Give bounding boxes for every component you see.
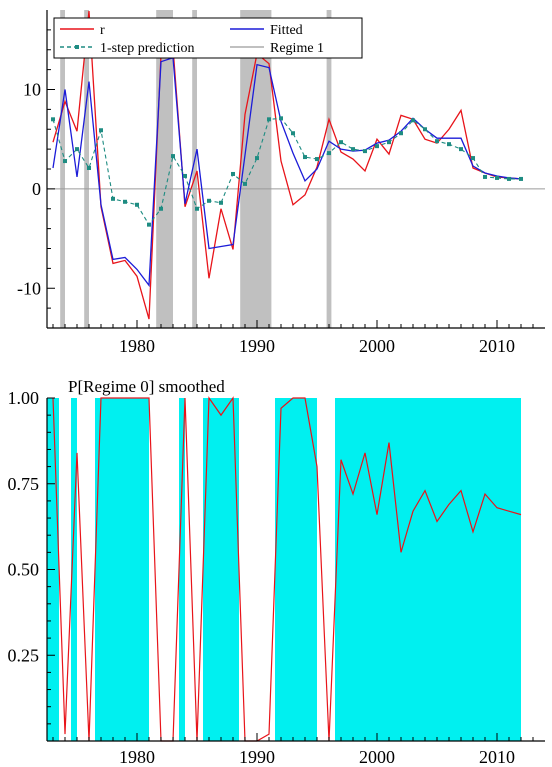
chart-title: P[Regime 0] smoothed [68,377,225,396]
prediction-point [75,147,79,152]
prediction-point [183,173,187,178]
legend-label: Regime 1 [270,41,324,56]
prediction-point [507,176,511,181]
legend-label: Fitted [270,23,303,38]
prediction-point [351,147,355,152]
prediction-point [339,140,343,145]
probability-line [52,396,522,742]
prediction-point [327,151,331,156]
prediction-point [231,171,235,176]
prediction-point [159,206,163,211]
prediction-point [267,117,271,122]
legend-box [53,17,363,59]
prediction-point [135,202,139,207]
regime-0-band [275,398,317,741]
prediction-point [411,118,415,123]
regime-1-band [84,10,89,328]
prediction-point [447,142,451,147]
bottom-chart-panel: 0.25 0.50 0.75 1.00 1980 1990 2000 2010 P[Regime… [8,377,545,767]
x-tick-label: 2000 [359,747,395,767]
prediction-point [171,154,175,159]
regime-0-band [71,398,77,741]
prediction-point [519,176,523,181]
prediction-point [123,199,127,204]
x-tick-label: 2000 [359,336,395,356]
prediction-point [99,128,103,133]
regime-0-band [203,398,239,741]
y-tick-label: -10 [17,278,41,298]
x-tick-label: 2010 [479,747,515,767]
legend-label: r [100,23,105,38]
regime-1-band [156,10,173,328]
x-tick-label: 1990 [239,747,275,767]
x-tick-label: 1990 [239,336,275,356]
prediction-point [87,166,91,171]
prediction-point [495,175,499,180]
series-line-prediction [52,117,521,226]
y-tick-label: 0.25 [8,645,40,665]
x-tick-label: 1980 [119,747,155,767]
legend-label: 1-step prediction [100,41,194,56]
y-tick-label: 10 [23,80,41,100]
prediction-point [315,157,319,162]
regime-0-band [335,398,521,741]
prediction-point [363,149,367,154]
regime-1-band [192,10,197,328]
y-tick-label: 0.75 [8,474,40,494]
top-chart-panel: -10 0 10 1980 1990 2000 2010 r Fitted 1-step pred… [17,10,545,356]
x-tick-label: 2010 [479,336,515,356]
regime-1-band [60,10,65,328]
prediction-point [63,159,67,164]
prediction-point [147,222,151,227]
prediction-point [375,144,379,149]
prediction-point [243,181,247,186]
series-line-fitted [52,56,522,288]
prediction-point [195,206,199,211]
prediction-point [111,196,115,201]
prediction-point [459,147,463,152]
prediction-point [387,140,391,145]
prediction-point [483,174,487,179]
prediction-point [303,155,307,160]
prediction-point [471,156,475,161]
y-tick-label: 0.50 [8,560,40,580]
regime-0-band [179,398,185,741]
prediction-point [291,131,295,136]
regime-0-band [95,398,149,741]
y-tick-label: 0 [32,179,41,199]
prediction-point [423,127,427,132]
prediction-point [51,117,55,122]
prediction-point [399,131,403,136]
series-line-r [52,10,522,320]
legend-marker [75,45,79,49]
prediction-point [207,198,211,203]
y-tick-label: 1.00 [8,388,40,408]
prediction-point [279,116,283,121]
prediction-point [255,156,259,161]
regime-1-band [326,10,332,328]
prediction-point [219,200,223,205]
x-tick-label: 1980 [119,336,155,356]
prediction-point [435,139,439,144]
